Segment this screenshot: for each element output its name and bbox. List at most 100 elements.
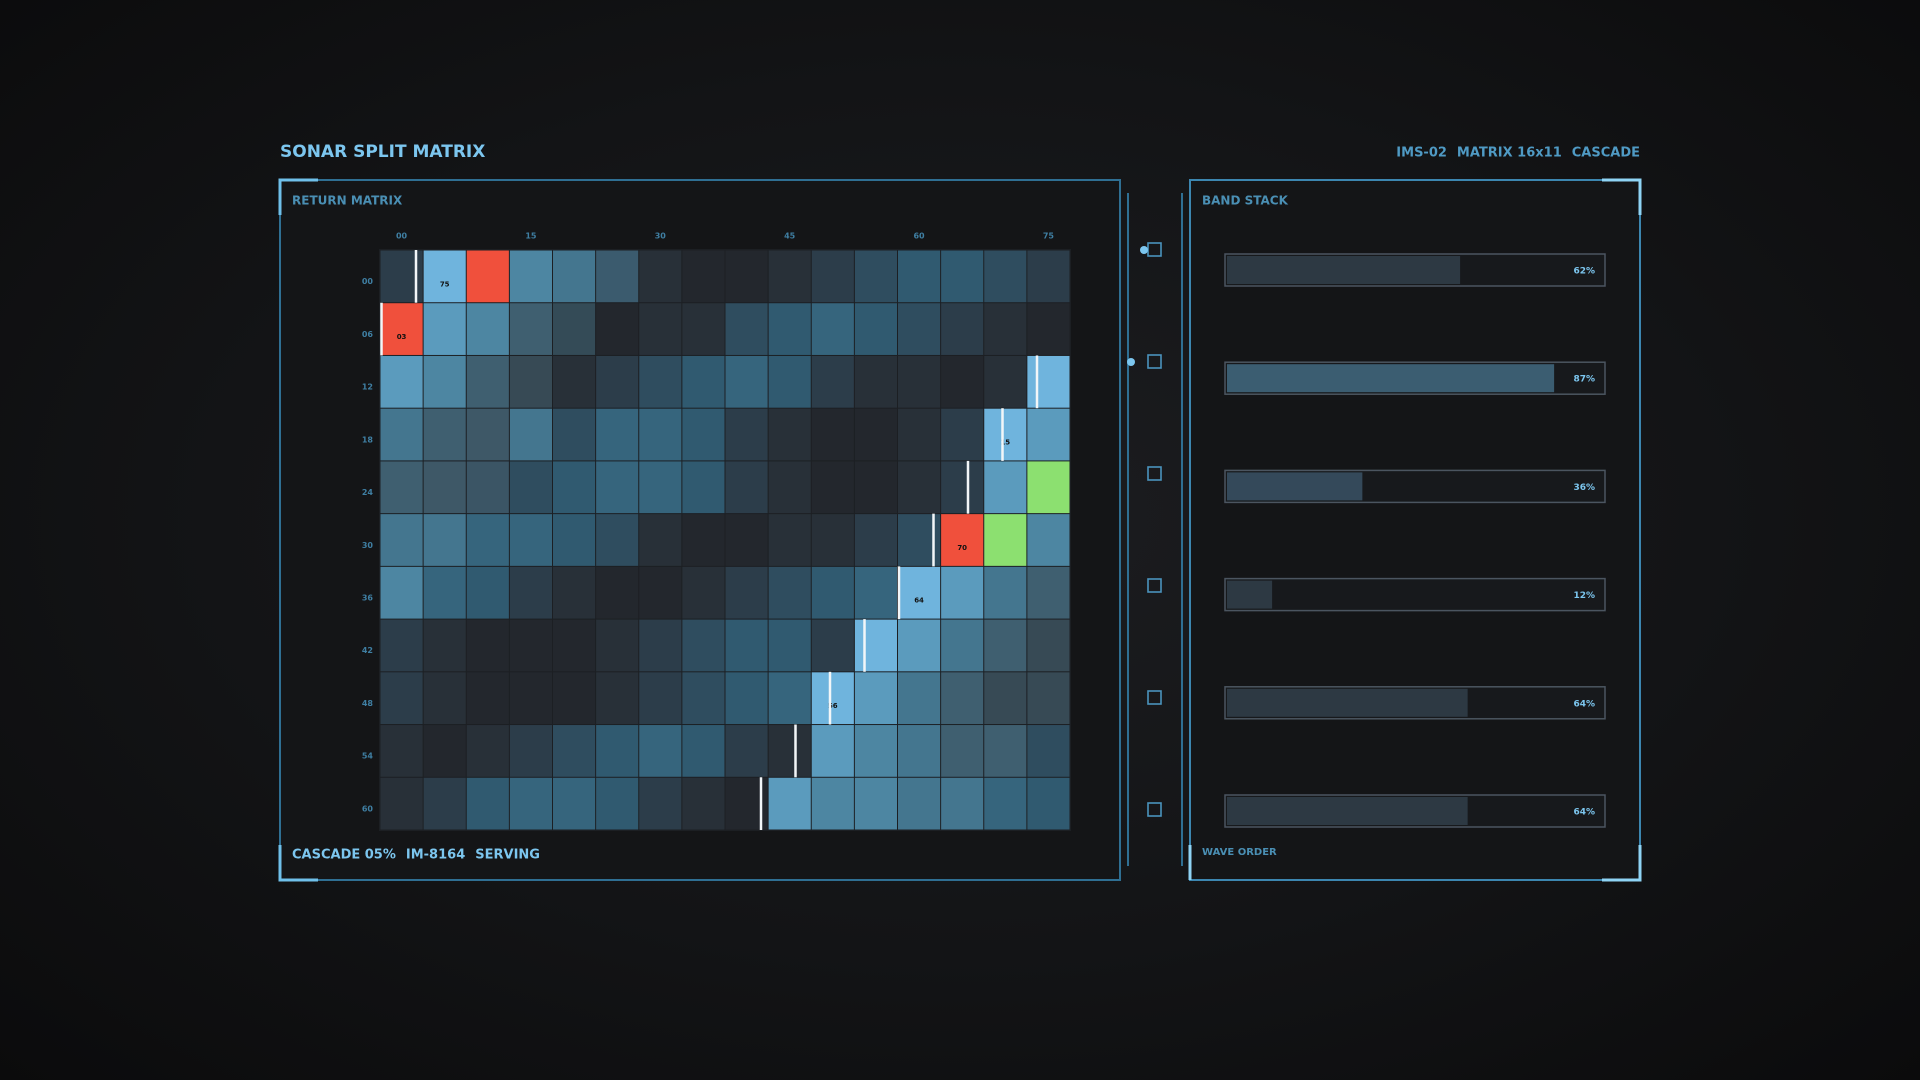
- cell: [596, 461, 639, 514]
- cell: [854, 461, 897, 514]
- panel-title: RETURN MATRIX: [292, 194, 403, 208]
- column-label: 15: [525, 232, 537, 241]
- cell: [509, 619, 552, 672]
- cell: [509, 514, 552, 566]
- cell: [811, 514, 854, 566]
- bar-track: [1224, 577, 1606, 612]
- cell: [466, 408, 509, 461]
- cell: [423, 672, 466, 725]
- cell: [596, 725, 639, 777]
- cell: [466, 514, 509, 566]
- cell: [811, 566, 854, 619]
- cell: [553, 250, 596, 303]
- cell: [768, 725, 811, 777]
- cell: [380, 303, 423, 355]
- cell: [423, 303, 466, 355]
- cell: [466, 725, 509, 777]
- cell: [639, 777, 682, 830]
- column-label: 60: [913, 232, 925, 241]
- bar: [1227, 364, 1555, 393]
- cell: [509, 250, 552, 303]
- cell: [380, 619, 423, 672]
- row-label: 12: [362, 383, 373, 392]
- cell: [941, 514, 984, 566]
- cell: [768, 777, 811, 830]
- column-label: 45: [784, 232, 796, 241]
- cell: [941, 619, 984, 672]
- cell: [423, 461, 466, 514]
- cell: [553, 514, 596, 566]
- cell: [466, 566, 509, 619]
- cell: [423, 619, 466, 672]
- step: [1147, 578, 1162, 593]
- cell: [854, 725, 897, 777]
- cell: [854, 250, 897, 303]
- cell: [596, 777, 639, 830]
- cell: [380, 725, 423, 777]
- cell-label: 15: [1000, 438, 1010, 446]
- status: CASCADE 05% IM-8164 SERVING: [292, 848, 540, 863]
- cell: [725, 250, 768, 303]
- cell: [553, 777, 596, 830]
- panel-title: BAND STACK: [1202, 194, 1289, 208]
- rail-dot: [1127, 358, 1135, 366]
- cell: [380, 461, 423, 514]
- cell: [553, 672, 596, 725]
- cell: [380, 777, 423, 830]
- cell: [811, 725, 854, 777]
- bar-label: 62%: [1573, 267, 1595, 277]
- cell: [596, 250, 639, 303]
- cell: [423, 777, 466, 830]
- cell: [682, 250, 725, 303]
- cell: [984, 566, 1027, 619]
- cell: [984, 408, 1027, 461]
- cell: [639, 514, 682, 566]
- cell: [682, 408, 725, 461]
- cell: [898, 355, 941, 408]
- cell: [509, 566, 552, 619]
- step: [1147, 242, 1162, 257]
- cell: [380, 514, 423, 566]
- cell: [941, 461, 984, 514]
- cell: [380, 672, 423, 725]
- row-label: 54: [362, 752, 374, 761]
- row-label: 42: [362, 646, 373, 655]
- cell: [1027, 355, 1070, 408]
- cell: [898, 725, 941, 777]
- cell: [423, 355, 466, 408]
- cell: [466, 355, 509, 408]
- cell: [466, 461, 509, 514]
- cell: [380, 355, 423, 408]
- status-item: IM-8164: [406, 848, 465, 863]
- cell: [639, 408, 682, 461]
- cell: [811, 672, 854, 725]
- bar-label: 12%: [1573, 591, 1595, 601]
- cell: [553, 408, 596, 461]
- cell: [768, 250, 811, 303]
- bar: [1227, 472, 1363, 501]
- cell: [423, 514, 466, 566]
- cell: [984, 672, 1027, 725]
- meta: CASCADE MATRIX 16x11 IMS-02: [1396, 146, 1640, 161]
- row-label: 48: [362, 699, 374, 708]
- cell: [941, 672, 984, 725]
- cell: [596, 619, 639, 672]
- cell: [682, 777, 725, 830]
- cell: [768, 566, 811, 619]
- cell: [1027, 408, 1070, 461]
- cell: [811, 250, 854, 303]
- status-item: CASCADE 05%: [292, 848, 396, 863]
- cell: [854, 672, 897, 725]
- cell: [509, 672, 552, 725]
- cell: [639, 672, 682, 725]
- cell: [423, 725, 466, 777]
- cell: [725, 461, 768, 514]
- cell: [596, 408, 639, 461]
- cell: [898, 303, 941, 355]
- cell: [682, 355, 725, 408]
- cell: [1027, 461, 1070, 514]
- cell: [509, 355, 552, 408]
- cell: [984, 461, 1027, 514]
- cell: [596, 355, 639, 408]
- cell: [811, 777, 854, 830]
